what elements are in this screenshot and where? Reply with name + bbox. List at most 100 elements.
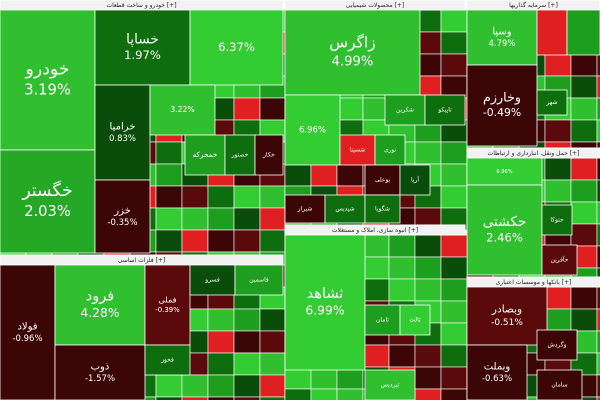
tile-name: شیراز xyxy=(297,206,313,213)
tile[interactable] xyxy=(364,369,416,400)
tile[interactable] xyxy=(284,9,421,96)
tile[interactable] xyxy=(541,244,578,276)
filler-tile xyxy=(596,374,600,398)
tile[interactable] xyxy=(466,286,548,346)
tile-change: -0.39% xyxy=(155,306,180,314)
tile[interactable] xyxy=(536,369,583,400)
tile-name: خزر xyxy=(113,206,131,217)
filler-tile xyxy=(440,344,468,368)
filler-tile xyxy=(181,374,209,398)
filler-tile xyxy=(233,396,261,400)
tile-change: -0.63% xyxy=(482,374,512,384)
filler-tile xyxy=(259,330,287,354)
tile[interactable] xyxy=(536,89,568,116)
sector-title[interactable]: سرمایه گذاریها [+] xyxy=(509,1,558,9)
filler-tile xyxy=(259,185,287,209)
filler-tile xyxy=(440,256,468,280)
tile[interactable] xyxy=(384,94,426,126)
tile[interactable] xyxy=(399,304,431,336)
filler-tile xyxy=(518,396,546,400)
tile[interactable] xyxy=(189,9,284,86)
tile[interactable] xyxy=(339,134,376,166)
filler-tile xyxy=(544,286,572,310)
filler-tile xyxy=(155,163,183,187)
tile[interactable] xyxy=(284,234,366,371)
tile-name: خمحرکه xyxy=(193,150,218,159)
filler-tile xyxy=(596,157,600,181)
tile[interactable] xyxy=(374,134,406,166)
tile[interactable] xyxy=(399,164,431,196)
filler-tile xyxy=(207,374,235,398)
filler-tile xyxy=(596,223,600,247)
tile-name: وبصادر xyxy=(491,304,522,316)
filler-tile xyxy=(284,388,312,400)
tile-change: 3.22% xyxy=(170,105,195,114)
filler-tile xyxy=(155,141,183,165)
tile[interactable] xyxy=(424,94,466,126)
sector-title[interactable]: انبوه سازی، املاک و مستغلات [+] xyxy=(332,226,418,234)
tile[interactable] xyxy=(364,194,401,224)
tile-name: نوری xyxy=(384,147,397,154)
tile[interactable] xyxy=(94,84,151,181)
tile[interactable] xyxy=(0,9,96,151)
tile[interactable] xyxy=(466,344,528,400)
tile[interactable] xyxy=(0,264,56,400)
tile[interactable] xyxy=(94,9,191,86)
filler-tile xyxy=(388,256,416,280)
tile[interactable] xyxy=(189,264,236,296)
tile-name: خساپا xyxy=(126,31,159,47)
tile-change: 4.28% xyxy=(80,306,120,320)
filler-tile xyxy=(259,207,287,231)
tile[interactable] xyxy=(466,64,538,147)
filler-tile xyxy=(570,97,598,121)
filler-tile xyxy=(440,141,468,165)
tile[interactable] xyxy=(284,194,326,224)
tile[interactable] xyxy=(149,84,216,136)
filler-tile xyxy=(207,330,235,354)
sector-title[interactable]: محصولات شیمیایی [+] xyxy=(346,2,405,9)
tile-name: ذوب xyxy=(91,362,110,373)
tile-name: فسرو xyxy=(204,277,220,284)
filler-tile xyxy=(544,179,572,203)
filler-tile xyxy=(596,97,600,121)
tile[interactable] xyxy=(0,149,96,254)
tile[interactable] xyxy=(144,344,191,376)
filler-tile xyxy=(207,396,235,400)
tile[interactable] xyxy=(364,304,401,336)
sector-title[interactable]: بانکها و موسسات اعتباری [+] xyxy=(496,279,572,286)
filler-tile xyxy=(570,53,598,77)
filler-tile xyxy=(570,308,598,332)
filler-tile xyxy=(233,185,261,209)
sector-title[interactable]: حمل ونقل، انبارداری و ارتباطات [+] xyxy=(488,150,580,157)
tile[interactable] xyxy=(466,157,543,186)
tile[interactable] xyxy=(284,94,341,166)
filler-tile xyxy=(155,396,183,400)
filler-tile xyxy=(336,388,364,400)
filler-tile xyxy=(570,223,598,247)
filler-tile xyxy=(440,322,468,346)
tile[interactable] xyxy=(224,134,256,176)
filler-tile xyxy=(233,97,261,121)
tile-name: خرامیا xyxy=(110,122,136,133)
tile-name: خودرو xyxy=(25,60,70,80)
tile[interactable] xyxy=(536,329,578,361)
tile[interactable] xyxy=(234,264,284,296)
tile[interactable] xyxy=(466,9,538,66)
tile-name: شکربن xyxy=(396,107,414,114)
tile[interactable] xyxy=(566,9,600,56)
tile[interactable] xyxy=(254,134,284,176)
tile[interactable] xyxy=(54,344,146,400)
tile-change: 2.03% xyxy=(24,203,71,220)
filler-tile xyxy=(570,286,598,310)
filler-tile xyxy=(440,300,468,324)
filler-tile xyxy=(259,396,287,400)
tile[interactable] xyxy=(54,264,146,346)
filler-tile xyxy=(259,374,287,398)
tile[interactable] xyxy=(94,179,151,254)
sector-title[interactable]: فلزات اساسی [+] xyxy=(118,257,166,264)
sector-header xyxy=(284,224,466,236)
tile[interactable] xyxy=(144,264,191,346)
tile[interactable] xyxy=(536,9,568,56)
sector-title[interactable]: خودرو و ساخت قطعات [+] xyxy=(106,2,176,9)
tile[interactable] xyxy=(541,204,573,236)
